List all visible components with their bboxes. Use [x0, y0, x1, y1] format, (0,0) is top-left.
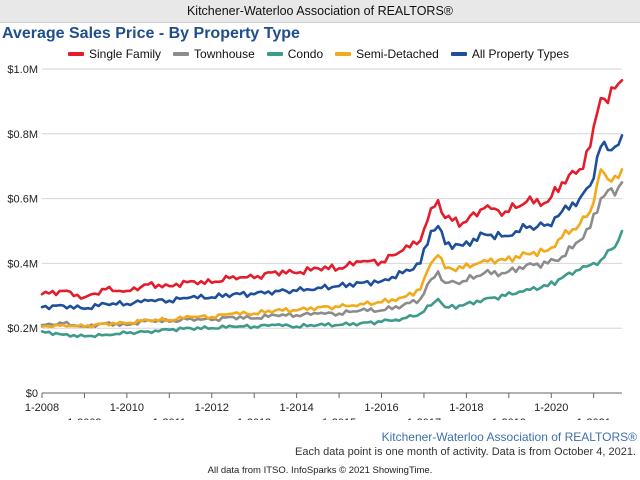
x-tick-label: 1-2014: [280, 402, 314, 414]
x-tick-label: 1-2009: [67, 417, 101, 420]
y-tick-label: $1.0M: [7, 64, 38, 76]
x-tick-label: 1-2013: [237, 417, 271, 420]
legend-label: Semi-Detached: [356, 47, 439, 61]
series-line: [40, 181, 624, 329]
x-tick-label: 1-2010: [110, 402, 144, 414]
data-note: Each data point is one month of activity…: [295, 446, 636, 458]
source-logo: Kitchener-Waterloo Association of REALTO…: [381, 430, 637, 444]
x-tick-label: 1-2017: [407, 417, 441, 420]
y-tick-label: $0.4M: [7, 258, 38, 270]
line-chart: $0 $0.2M $0.4M $0.6M $0.8M $1.0M 1-2008 1-2009 1…: [7, 64, 624, 420]
x-tick-label: 1-2018: [449, 402, 483, 414]
x-tick-label: 1-2021: [577, 417, 611, 420]
y-tick-label: $0.8M: [7, 129, 38, 141]
legend-swatch: [450, 52, 467, 56]
chart-title: Average Sales Price - By Property Type: [2, 25, 300, 42]
x-tick-label: 1-2020: [534, 402, 568, 414]
x-tick-label: 1-2012: [195, 402, 229, 414]
x-tick-label: 1-2015: [322, 417, 356, 420]
legend-label: Condo: [287, 47, 324, 61]
legend-label: All Property Types: [471, 47, 569, 61]
legend-swatch: [335, 52, 352, 56]
series-line: [40, 134, 624, 311]
chart-legend: Single Family Townhouse Condo Semi-Detached…: [68, 46, 569, 62]
y-tick-label: $0: [26, 388, 38, 400]
x-tick-label: 1-2016: [364, 402, 398, 414]
legend-swatch: [68, 52, 84, 56]
x-tick-label: 1-2019: [492, 417, 526, 420]
series-line: [40, 229, 624, 339]
x-tick-label: 1-2008: [25, 402, 59, 414]
y-tick-label: $0.2M: [7, 323, 38, 335]
x-tick-label: 1-2011: [153, 417, 186, 420]
legend-item[interactable]: Townhouse: [173, 47, 255, 61]
legend-label: Townhouse: [194, 47, 255, 61]
series-line: [40, 79, 624, 300]
legend-item[interactable]: Semi-Detached: [335, 47, 439, 61]
legend-item[interactable]: Condo: [266, 47, 324, 61]
window-header: Kitchener-Waterloo Association of REALTO…: [0, 0, 640, 23]
legend-swatch: [266, 52, 283, 56]
series-line: [40, 168, 624, 329]
credit-line: All data from ITSO. InfoSparks © 2021 Sh…: [207, 465, 433, 476]
legend-swatch: [173, 52, 190, 56]
header-title: Kitchener-Waterloo Association of REALTO…: [186, 4, 454, 18]
legend-item[interactable]: All Property Types: [450, 47, 569, 61]
legend-item[interactable]: Single Family: [68, 47, 161, 61]
y-tick-label: $0.6M: [7, 194, 38, 206]
legend-label: Single Family: [89, 47, 162, 61]
